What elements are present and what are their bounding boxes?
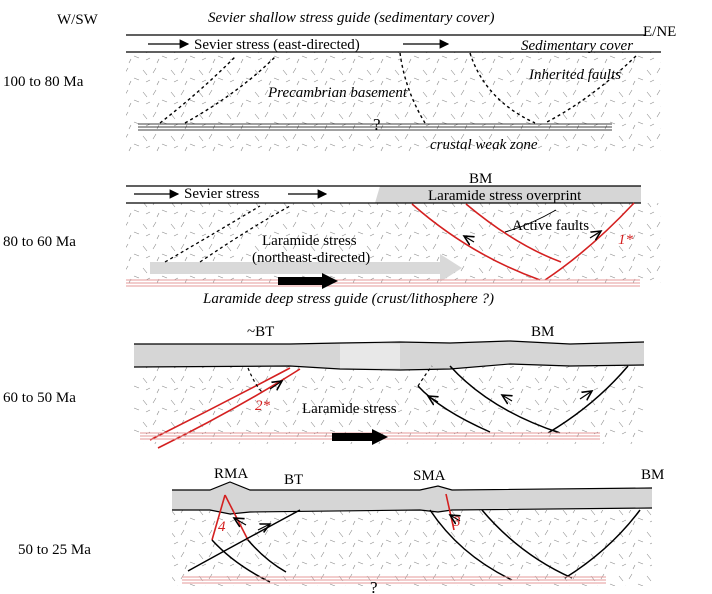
- sevier-stress-label: Sevier stress (east-directed): [194, 37, 360, 53]
- marker-1: 1*: [618, 232, 634, 248]
- question-mark: ?: [373, 115, 381, 134]
- active-faults-pointer: [504, 209, 557, 233]
- marker-4: 4: [218, 519, 226, 535]
- cover-thinned-segment: [340, 344, 400, 368]
- fault-slip-arrow: [428, 396, 438, 402]
- sevier-stress-label: Sevier stress: [184, 186, 260, 202]
- fault-slip-arrow: [502, 395, 512, 401]
- overprint-band: [375, 186, 641, 203]
- sma-label: SMA: [413, 468, 446, 484]
- laramide-direction-label: (northeast-directed): [252, 250, 370, 266]
- laramide-stress-band: [150, 254, 462, 282]
- basement-fill: [172, 510, 652, 586]
- overprint-label: Laramide stress overprint: [428, 188, 582, 204]
- header: W/SW E/NE Sevier shallow stress guide (s…: [57, 10, 676, 40]
- laramide-stress-label: Laramide stress: [302, 401, 397, 417]
- rma-label: RMA: [214, 466, 248, 482]
- laramide-stress-label: Laramide stress: [262, 233, 357, 249]
- marker-3: 3: [452, 514, 461, 530]
- orientation-right-label: E/NE: [643, 24, 676, 40]
- marker-2: 2*: [255, 398, 271, 414]
- fault-slip-arrow: [579, 391, 592, 399]
- inherited-fault: [544, 55, 637, 124]
- fault: [564, 509, 641, 579]
- fault: [547, 365, 629, 434]
- inherited-fault: [159, 55, 237, 124]
- inherited-fault: [184, 55, 277, 124]
- deep-guide-label: Laramide deep stress guide (crust/lithos…: [202, 291, 494, 307]
- panel-100-80: Sevier stress (east-directed) Sedimentar…: [3, 34, 661, 154]
- deep-stress-arrow: [332, 429, 388, 445]
- active-fault-red: [544, 202, 635, 281]
- fault: [449, 365, 561, 434]
- fault-slip-arrow: [269, 381, 282, 389]
- sevier-guide-title: Sevier shallow stress guide (sedimentary…: [208, 10, 494, 26]
- sedimentary-cover-label: Sedimentary cover: [521, 38, 633, 54]
- cover-top-line: [172, 481, 653, 491]
- cover-top-line: [134, 340, 645, 345]
- cover-base-line: [133, 363, 645, 371]
- reactivated-fault-red: [149, 367, 291, 441]
- bt-approx-label: ~BT: [247, 324, 274, 340]
- age-label-panel-1: 100 to 80 Ma: [3, 74, 84, 90]
- bm-label: BM: [469, 171, 492, 187]
- bt-label: BT: [284, 472, 303, 488]
- age-label-panel-3: 60 to 50 Ma: [3, 390, 76, 406]
- inherited-faults-label: Inherited faults: [528, 67, 621, 83]
- deep-stress-arrow: [278, 273, 338, 289]
- fault: [417, 385, 491, 433]
- inactive-fault: [164, 205, 261, 263]
- age-label-panel-2: 80 to 60 Ma: [3, 234, 76, 250]
- fault: [247, 539, 287, 573]
- fault-slip-arrow: [450, 515, 460, 521]
- fault-slip-arrow: [257, 524, 270, 530]
- fault-slip-arrow: [464, 236, 474, 242]
- bm-label: BM: [531, 324, 554, 340]
- fault: [187, 509, 301, 572]
- active-fault-red: [411, 203, 541, 281]
- inactive-fault: [199, 205, 291, 263]
- panel-50-25: RMA BT SMA BM 4 3 ? 50 to 25 Ma: [18, 466, 664, 594]
- question-mark: ?: [370, 578, 378, 594]
- inherited-fault: [399, 52, 426, 124]
- fault-slip-arrow: [234, 518, 247, 525]
- basement-fill: [126, 52, 661, 154]
- panel-80-60: Sevier stress BM Laramide stress overpri…: [3, 171, 661, 307]
- fault-slip-arrow: [589, 231, 601, 238]
- inactive-fault: [247, 367, 263, 393]
- active-faults-label: Active faults: [512, 218, 589, 234]
- fault: [429, 509, 513, 581]
- basement-label: Precambrian basement: [267, 85, 408, 101]
- fault: [481, 509, 573, 579]
- bm-label: BM: [641, 467, 664, 483]
- fault: [211, 539, 271, 583]
- weak-zone-label: crustal weak zone: [430, 137, 538, 153]
- orientation-left-label: W/SW: [57, 12, 99, 28]
- panel-60-50: ~BT BM 2* Laramide stress 60 to 50 Ma: [3, 324, 645, 449]
- inactive-fault: [417, 365, 433, 387]
- active-fault-red: [465, 203, 562, 263]
- age-label-panel-4: 50 to 25 Ma: [18, 542, 91, 558]
- young-fault-red: [211, 494, 226, 541]
